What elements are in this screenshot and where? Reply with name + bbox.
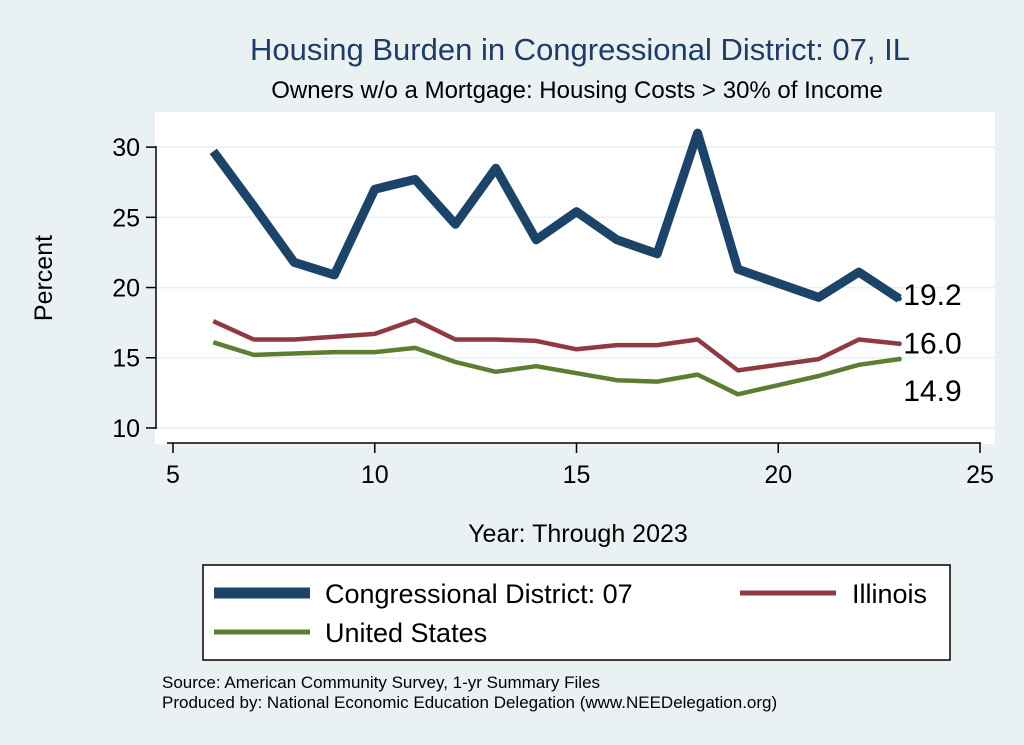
end-label-illinois: 16.0 bbox=[903, 328, 961, 361]
x-tick-label-15: 15 bbox=[563, 461, 591, 489]
chart-subtitle: Owners w/o a Mortgage: Housing Costs > 3… bbox=[271, 77, 883, 104]
series-line-illinois bbox=[212, 317, 900, 373]
series-lines bbox=[209, 128, 902, 397]
legend-box bbox=[202, 564, 951, 661]
series-endpoint-us bbox=[896, 356, 902, 362]
y-axis-label: Percent bbox=[30, 235, 58, 321]
series-line-us bbox=[212, 340, 900, 397]
grid-lines bbox=[155, 146, 995, 429]
x-axis-label: Year: Through 2023 bbox=[468, 520, 688, 548]
source-note: Source: American Community Survey, 1-yr … bbox=[162, 673, 600, 692]
legend-label-us: United States bbox=[325, 618, 487, 648]
series-endpoint-illinois bbox=[896, 341, 902, 347]
y-tick-label-10: 10 bbox=[112, 415, 140, 443]
x-tick-label-5: 5 bbox=[166, 461, 180, 489]
producer-note: Produced by: National Economic Education… bbox=[162, 693, 777, 712]
series-endpoint-district bbox=[896, 296, 902, 302]
legend-label-illinois: Illinois bbox=[852, 579, 927, 609]
x-tick-label-20: 20 bbox=[764, 461, 792, 489]
legend: Congressional District: 07 Illinois Unit… bbox=[202, 564, 951, 661]
end-label-district: 19.2 bbox=[903, 279, 961, 312]
x-tick-label-10: 10 bbox=[361, 461, 389, 489]
chart-title: Housing Burden in Congressional District… bbox=[250, 32, 910, 67]
axes: 5 10 15 20 25 10 15 20 25 30 bbox=[112, 134, 994, 489]
legend-label-district: Congressional District: 07 bbox=[325, 579, 633, 609]
y-tick-label-25: 25 bbox=[112, 204, 140, 232]
end-labels: 19.2 16.0 14.9 bbox=[903, 279, 961, 408]
y-tick-label-30: 30 bbox=[112, 134, 140, 162]
x-tick-label-25: 25 bbox=[966, 461, 994, 489]
end-label-us: 14.9 bbox=[903, 375, 961, 408]
series-line-district bbox=[209, 128, 902, 303]
y-tick-label-20: 20 bbox=[112, 275, 140, 303]
y-tick-label-15: 15 bbox=[112, 345, 140, 373]
